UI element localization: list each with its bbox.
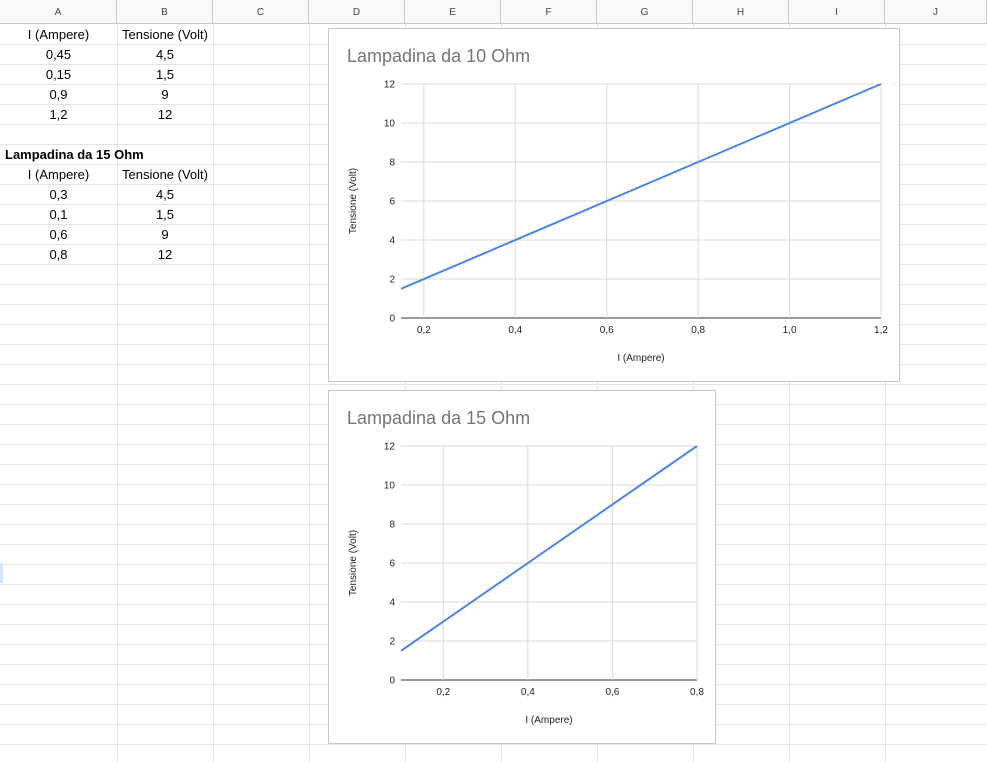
x-tick-label: 0,2: [436, 687, 450, 698]
y-tick-label: 6: [389, 197, 395, 208]
row-selection-marker: [0, 563, 3, 583]
x-tick-label: 0,4: [521, 687, 535, 698]
x-tick-label: 0,6: [605, 687, 619, 698]
x-tick-label: 0,8: [690, 687, 704, 698]
y-tick-label: 8: [389, 520, 395, 531]
table1-cell[interactable]: 9: [161, 86, 169, 102]
x-tick-label: 1,2: [874, 325, 888, 336]
table1-cell[interactable]: 1,2: [49, 106, 68, 122]
chart-lampadina-10-ohm[interactable]: Lampadina da 10 Ohm 0 2 4 6 8 10 12 0,2 0,4 0,6 0,8…: [328, 28, 900, 382]
column-header-e[interactable]: E: [405, 0, 501, 24]
chart-title: Lampadina da 15 Ohm: [347, 408, 530, 428]
table1-header-voltage[interactable]: Tensione (Volt): [122, 26, 208, 42]
y-tick-label: 4: [389, 236, 395, 247]
x-tick-label: 0,8: [691, 325, 705, 336]
table1-cell[interactable]: 0,9: [49, 86, 68, 102]
chart-lampadina-15-ohm[interactable]: Lampadina da 15 Ohm 0 2 4 6 8 10 12 0,2 0,4 0,6 0,8…: [328, 390, 716, 744]
table2-cell[interactable]: 0,1: [49, 206, 68, 222]
y-axis-title: Tensione (Volt): [348, 530, 359, 596]
chart-canvas: Lampadina da 15 Ohm 0 2 4 6 8 10 12 0,2 0,4 0,6 0,8…: [347, 408, 704, 726]
table2-cell[interactable]: 0,8: [49, 246, 68, 262]
y-tick-label: 4: [389, 598, 395, 609]
column-header-c[interactable]: C: [213, 0, 309, 24]
y-tick-label: 8: [389, 158, 395, 169]
column-header-i[interactable]: I: [789, 0, 885, 24]
y-axis-title: Tensione (Volt): [348, 168, 359, 234]
chart-canvas: Lampadina da 10 Ohm 0 2 4 6 8 10 12 0,2 0,4 0,6 0,8…: [347, 46, 888, 364]
x-axis-title: I (Ampere): [525, 715, 572, 726]
table2-header-current[interactable]: I (Ampere): [27, 166, 90, 182]
table2-title[interactable]: Lampadina da 15 Ohm: [5, 146, 144, 162]
y-tick-label: 2: [389, 637, 395, 648]
table1-cell[interactable]: 1,5: [155, 66, 175, 82]
y-tick-label: 6: [389, 559, 395, 570]
table2-cell[interactable]: 9: [161, 226, 169, 242]
table1-cell[interactable]: 0,45: [45, 46, 72, 62]
series-line: [400, 445, 698, 652]
table1-cell[interactable]: 0,15: [45, 66, 72, 82]
table2-cell[interactable]: 1,5: [155, 206, 175, 222]
table1-header-current[interactable]: I (Ampere): [27, 26, 90, 42]
table2-cell[interactable]: 12: [157, 246, 173, 262]
y-tick-label: 10: [384, 481, 396, 492]
table1-cell[interactable]: 4,5: [155, 46, 175, 62]
column-header-d[interactable]: D: [309, 0, 405, 24]
x-tick-label: 0,6: [600, 325, 614, 336]
table1-cell[interactable]: 12: [157, 106, 173, 122]
x-tick-label: 1,0: [783, 325, 797, 336]
column-header-h[interactable]: H: [693, 0, 789, 24]
y-tick-label: 10: [384, 119, 396, 130]
y-tick-label: 0: [389, 676, 395, 687]
table2-cell[interactable]: 0,3: [49, 186, 68, 202]
x-tick-label: 0,4: [508, 325, 522, 336]
column-header-row: A B C D E F G H I J: [0, 0, 987, 24]
column-header-j[interactable]: J: [885, 0, 987, 24]
column-header-f[interactable]: F: [501, 0, 597, 24]
y-tick-label: 0: [389, 314, 395, 325]
y-tick-label: 12: [384, 442, 396, 453]
y-tick-label: 2: [389, 275, 395, 286]
x-axis-title: I (Ampere): [617, 353, 664, 364]
series-line: [400, 83, 882, 290]
column-header-g[interactable]: G: [597, 0, 693, 24]
chart-title: Lampadina da 10 Ohm: [347, 46, 530, 66]
table2-header-voltage[interactable]: Tensione (Volt): [122, 166, 208, 182]
table2-cell[interactable]: 0,6: [49, 226, 68, 242]
column-header-a[interactable]: A: [0, 0, 117, 24]
table2-cell[interactable]: 4,5: [155, 186, 175, 202]
column-header-b[interactable]: B: [117, 0, 213, 24]
y-tick-label: 12: [384, 80, 396, 91]
x-tick-label: 0,2: [417, 325, 431, 336]
